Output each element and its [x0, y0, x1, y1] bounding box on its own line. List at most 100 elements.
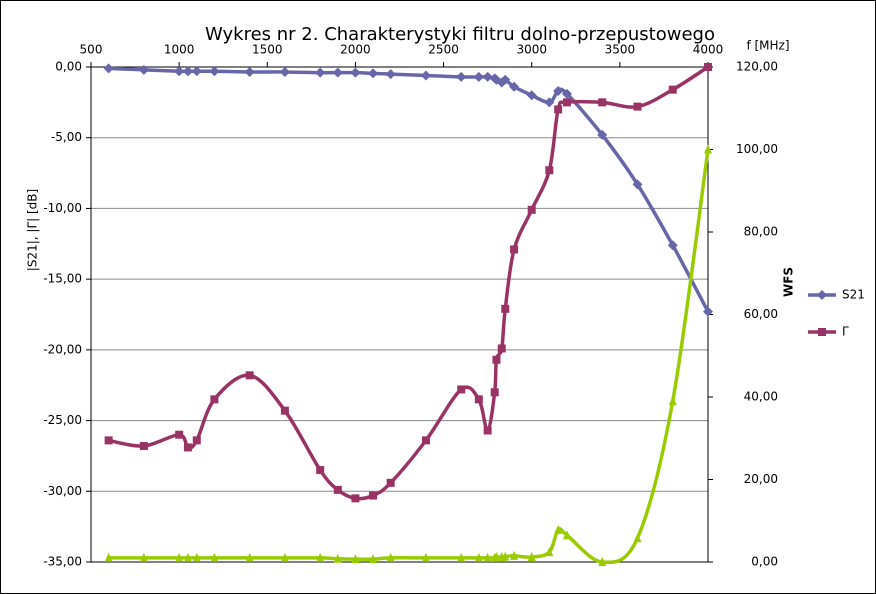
data-point: [527, 205, 536, 214]
x-tick-label: 2000: [340, 43, 371, 57]
data-point: [210, 395, 219, 404]
y-tick-label: -30,00: [43, 484, 82, 498]
y-tick-label: 0,00: [55, 60, 82, 74]
data-point: [139, 442, 148, 451]
data-point: [279, 66, 290, 77]
x-tick-label: 3000: [516, 43, 547, 57]
data-point: [351, 554, 360, 564]
data-point: [667, 240, 678, 251]
data-point: [509, 81, 520, 92]
y-tick-label: -20,00: [43, 342, 82, 356]
y2-tick-label: 0,00: [751, 555, 778, 569]
data-point: [316, 466, 325, 475]
data-point: [316, 552, 325, 562]
data-point: [183, 443, 192, 452]
y2-tick-label: 20,00: [744, 472, 778, 486]
data-point: [209, 66, 220, 77]
data-point: [554, 524, 563, 534]
data-point: [553, 86, 564, 97]
data-point: [244, 66, 255, 77]
x-tick-label: 500: [80, 43, 103, 57]
x-axis-label: f [MHz]: [746, 39, 789, 53]
data-point: [510, 245, 519, 254]
y2-tick-label: 60,00: [744, 307, 778, 321]
data-point: [704, 144, 712, 154]
data-point: [174, 66, 185, 77]
data-point: [420, 70, 431, 81]
data-point: [703, 306, 713, 317]
y2-tick-label: 40,00: [744, 390, 778, 404]
data-point: [421, 552, 430, 562]
data-point: [369, 554, 378, 564]
data-point: [104, 552, 113, 562]
data-point: [562, 530, 571, 540]
data-point: [332, 67, 343, 78]
data-point: [138, 64, 149, 75]
data-point: [182, 66, 193, 77]
data-point: [561, 88, 572, 99]
data-point: [474, 395, 483, 404]
data-point: [544, 97, 555, 108]
data-point: [474, 552, 483, 562]
data-point: [386, 478, 395, 487]
data-point: [545, 166, 554, 175]
y2-tick-label: 120,00: [736, 60, 778, 74]
data-point: [280, 406, 289, 415]
data-point: [526, 90, 537, 101]
data-point: [554, 105, 563, 114]
data-point: [562, 98, 571, 107]
data-point: [482, 71, 493, 82]
data-point: [210, 552, 219, 562]
data-point: [350, 67, 361, 78]
x-tick-label: 1500: [252, 43, 283, 57]
data-point: [385, 69, 396, 80]
data-point: [175, 430, 184, 439]
data-point: [483, 552, 492, 562]
y2-tick-label: 100,00: [736, 142, 778, 156]
data-point: [175, 552, 184, 562]
data-point: [245, 371, 254, 380]
y-axis-label: |S21|, |Γ| [dB]: [26, 189, 40, 271]
data-point: [632, 179, 643, 190]
data-point: [492, 552, 501, 562]
data-point: [369, 491, 378, 500]
data-point: [333, 485, 342, 494]
data-point: [315, 67, 326, 78]
data-point: [633, 102, 642, 111]
data-point: [668, 85, 677, 94]
data-point: [103, 63, 114, 74]
x-tick-label: 1000: [164, 43, 195, 57]
data-point: [183, 552, 192, 562]
x-tick-label: 2500: [428, 43, 459, 57]
y2-axis-label: WFS: [782, 267, 796, 297]
data-point: [421, 436, 430, 445]
data-point: [104, 436, 113, 445]
y-tick-label: -10,00: [43, 201, 82, 215]
data-point: [633, 533, 642, 543]
data-point: [510, 550, 519, 560]
data-point: [598, 557, 607, 566]
data-point: [500, 74, 511, 85]
data-point: [598, 98, 607, 107]
data-point: [501, 304, 510, 313]
chart-title: Wykres nr 2. Charakterystyki filtru doln…: [205, 24, 715, 45]
data-point: [818, 328, 826, 336]
data-point: [483, 426, 492, 435]
data-point: [490, 388, 499, 397]
data-point: [492, 355, 501, 364]
data-point: [139, 552, 148, 562]
data-point: [245, 552, 254, 562]
data-point: [527, 552, 536, 562]
x-tick-label: 4000: [693, 43, 724, 57]
y-tick-label: -35,00: [43, 555, 82, 569]
data-point: [368, 68, 379, 79]
y-tick-label: -25,00: [43, 413, 82, 427]
data-point: [668, 396, 677, 406]
data-point: [473, 71, 484, 82]
data-point: [497, 344, 506, 353]
data-point: [545, 547, 554, 557]
data-point: [333, 553, 342, 563]
data-point: [817, 290, 827, 300]
y-tick-label: -5,00: [51, 130, 82, 144]
